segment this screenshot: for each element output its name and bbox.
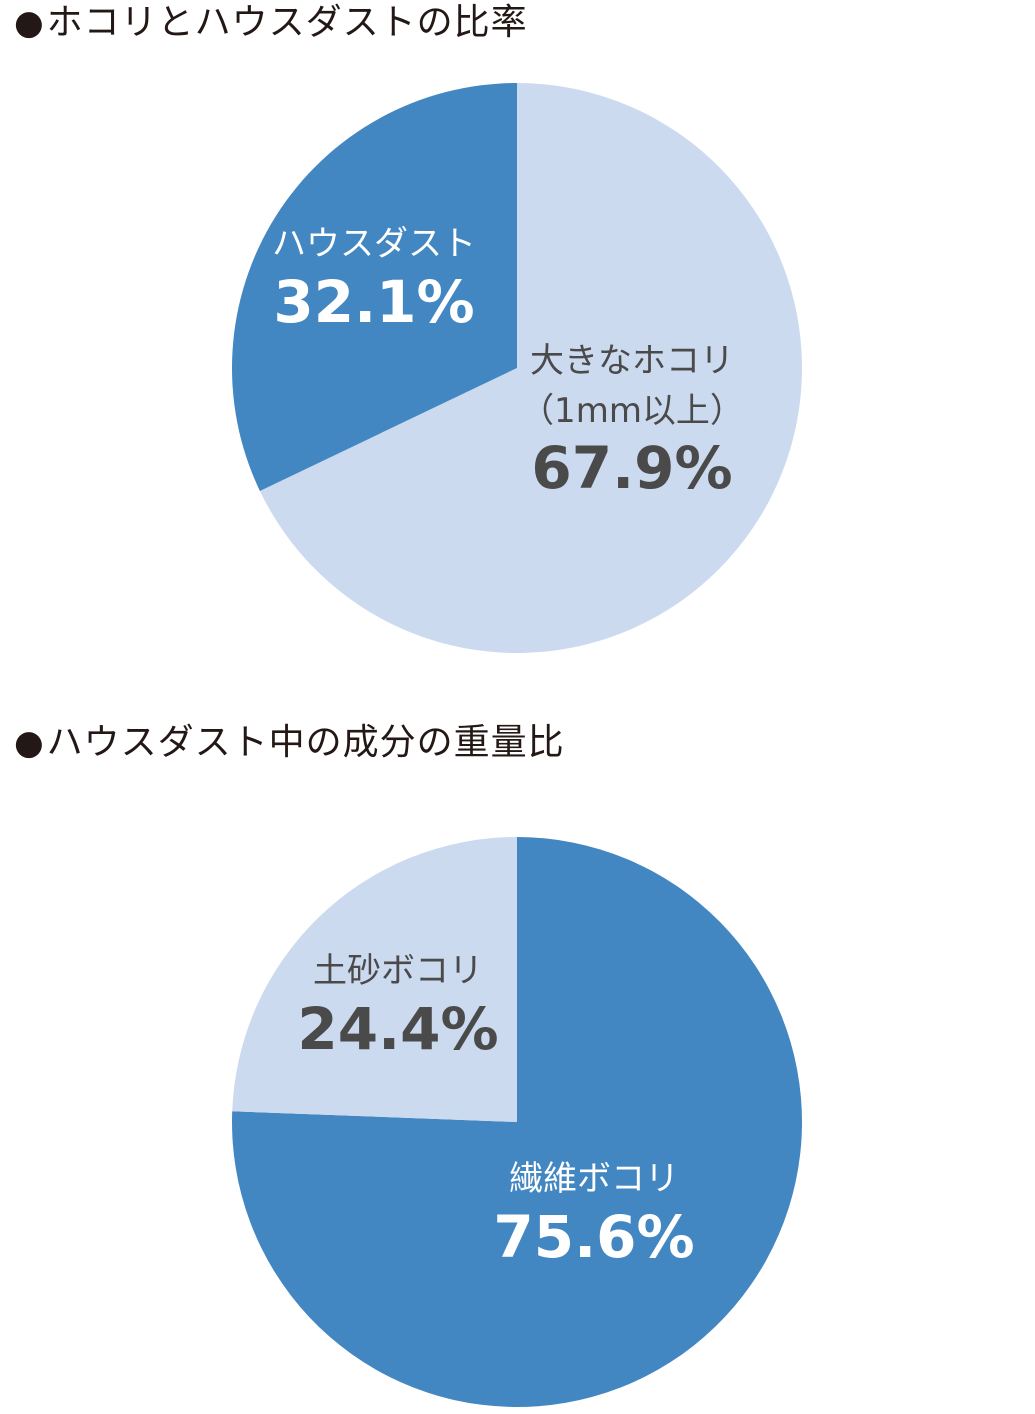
pie-slice-1 bbox=[259, 83, 802, 653]
bullet-icon: ● bbox=[14, 723, 45, 763]
slice-label-2-line-1: ハウスダスト bbox=[272, 224, 476, 264]
slice-label-2-line-1: 土砂ボコリ bbox=[313, 951, 483, 991]
slice-value-label-2: 32.1% bbox=[273, 268, 474, 336]
slice-value-label-1: 75.6% bbox=[493, 1203, 694, 1271]
pie-slice-2 bbox=[232, 83, 518, 491]
slice-label-1-line-1: 大きなホコリ bbox=[530, 341, 734, 381]
slice-label-1-line-1: 繊維ボコリ bbox=[509, 1159, 679, 1199]
slice-value-label-1: 67.9% bbox=[531, 434, 732, 502]
bullet-icon: ● bbox=[14, 3, 45, 43]
chart-house-dust-ratio: 大きなホコリ （1mm以上） 67.9% ハウスダスト 32.1% ●ホコリとハウスダス… bbox=[0, 0, 1035, 680]
pie-slice-2 bbox=[232, 837, 517, 1122]
chart-house-dust-components: 繊維ボコリ 75.6% 土砂ボコリ 24.4% ●ハウスダスト中の成分の重量比 bbox=[0, 720, 1035, 1414]
chart-title-1: ●ホコリとハウスダストの比率 bbox=[14, 2, 528, 43]
slice-label-1-line-2: （1mm以上） bbox=[520, 391, 744, 431]
chart-title-2: ●ハウスダスト中の成分の重量比 bbox=[14, 722, 565, 763]
slice-value-label-2: 24.4% bbox=[297, 995, 498, 1063]
